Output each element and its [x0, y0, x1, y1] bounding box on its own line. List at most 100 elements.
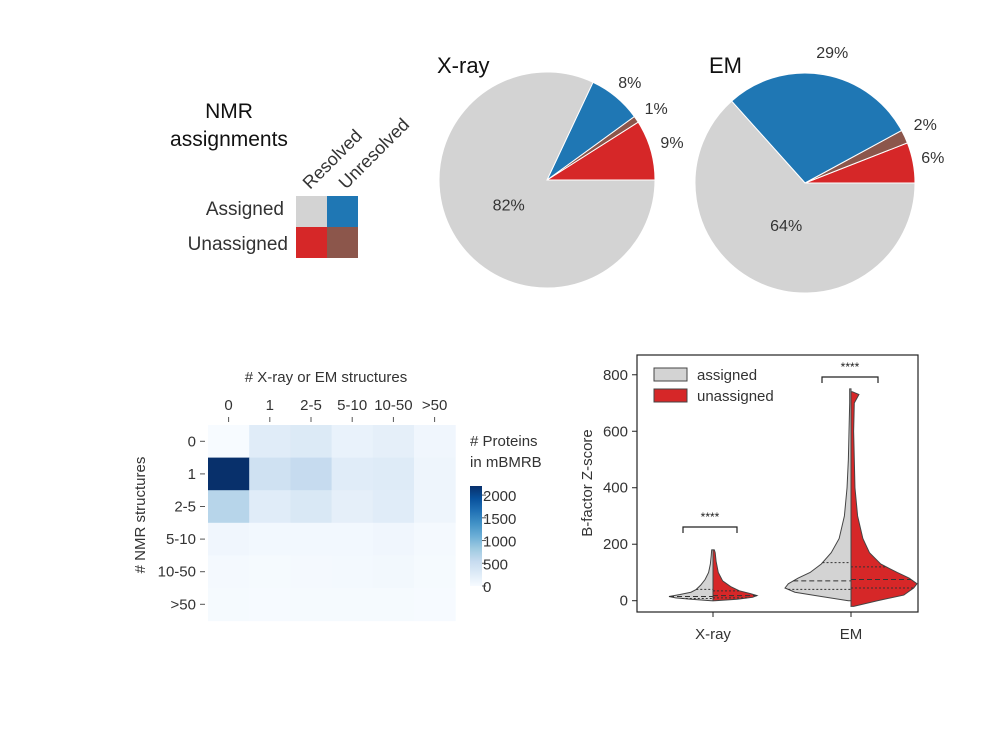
heatmap-cell	[208, 457, 250, 491]
heatmap-y-tick-label: >50	[171, 596, 196, 613]
heatmap-y-tick-label: 2-5	[174, 499, 196, 516]
violin-legend-label-unassigned: unassigned	[697, 388, 774, 405]
heatmap-cell	[208, 490, 250, 524]
heatmap-cell	[290, 425, 333, 459]
colorbar-tick-label: 1000	[483, 534, 516, 551]
heatmap-cell	[331, 555, 374, 589]
heatmap-xlabel: # X-ray or EM structures	[245, 369, 408, 386]
pie-slice-assigned-resolved	[694, 100, 916, 294]
violin-y-tick-label: 200	[603, 536, 628, 553]
colorbar-title-line2: in mBMRB	[470, 454, 542, 471]
violin-legend-swatch-assigned	[653, 367, 688, 382]
heatmap-cell	[208, 588, 250, 622]
heatmap-cell	[414, 588, 456, 622]
heatmap-cell	[249, 457, 291, 491]
legend-row-unassigned: Unassigned	[188, 234, 288, 255]
heatmap-cell	[331, 588, 374, 622]
heatmap-cell	[249, 522, 291, 556]
pie-chart-em: EM 6% 2% 29% 64%	[694, 45, 944, 294]
heatmap-cell	[331, 522, 374, 556]
heatmap-cell	[372, 490, 415, 524]
pie-title-xray: X-ray	[437, 53, 490, 78]
pie-slice-assigned-resolved	[438, 71, 656, 289]
heatmap-cell	[331, 425, 374, 459]
significance-bracket	[682, 526, 738, 533]
heatmap-cell	[414, 555, 456, 589]
heatmap-x-tick-label: >50	[422, 397, 447, 414]
violin-ylabel: B-factor Z-score	[579, 429, 596, 537]
heatmap-cell	[290, 522, 333, 556]
violin-y-tick-label: 600	[603, 423, 628, 440]
heatmap-cell	[414, 490, 456, 524]
significance-bracket	[821, 376, 879, 383]
assignment-legend: NMR assignments Resolved Unresolved Assi…	[170, 100, 413, 258]
violin-x-tick-label: EM	[840, 626, 863, 643]
colorbar-title-line1: # Proteins	[470, 433, 538, 450]
heatmap-x-tick-label: 10-50	[374, 397, 412, 414]
significance-label: ****	[841, 360, 860, 374]
violin-half-assigned	[668, 549, 714, 602]
pie-label-unassigned-resolved: 6%	[921, 150, 944, 167]
heatmap-y-tick-label: 10-50	[158, 564, 196, 581]
heatmap-x-tick-label: 5-10	[337, 397, 367, 414]
violin-y-tick-label: 0	[620, 593, 628, 610]
colorbar	[470, 486, 482, 586]
swatch-assigned-unresolved	[327, 196, 358, 227]
heatmap-cell	[372, 588, 415, 622]
violin-half-unassigned	[712, 549, 759, 602]
violin-plot-frame	[636, 354, 919, 613]
pie-label-unassigned-unresolved: 1%	[645, 101, 668, 118]
heatmap-cell	[208, 425, 250, 459]
pie-label-assigned-unresolved: 29%	[816, 45, 848, 62]
colorbar-tick-label: 0	[483, 579, 491, 596]
violin-legend-label-assigned: assigned	[697, 367, 757, 384]
heatmap-cell	[372, 425, 415, 459]
heatmap-y-tick-label: 5-10	[166, 531, 196, 548]
violin-half-unassigned	[850, 391, 918, 607]
pie-label-assigned-unresolved: 8%	[618, 75, 641, 92]
heatmap-x-tick-label: 0	[224, 397, 232, 414]
heatmap-cell	[249, 588, 291, 622]
heatmap-y-tick-label: 1	[188, 466, 196, 483]
swatch-assigned-resolved	[296, 196, 327, 227]
significance-label: ****	[701, 510, 720, 524]
colorbar-tick-label: 500	[483, 556, 508, 573]
pie-label-assigned-resolved: 64%	[770, 218, 802, 235]
violin-y-tick-label: 400	[603, 480, 628, 497]
heatmap-cell	[208, 522, 250, 556]
heatmap-chart: # X-ray or EM structures # NMR structure…	[132, 369, 542, 622]
heatmap-ylabel: # NMR structures	[132, 457, 149, 574]
pie-label-unassigned-unresolved: 2%	[914, 117, 937, 134]
pie-label-unassigned-resolved: 9%	[660, 135, 683, 152]
heatmap-cell	[372, 522, 415, 556]
heatmap-cell	[331, 457, 374, 491]
swatch-unassigned-resolved	[296, 227, 327, 258]
violin-chart: B-factor Z-score 0 200 400 600 800 X-ray EM ***…	[579, 354, 919, 643]
heatmap-cell	[372, 457, 415, 491]
heatmap-cell	[331, 490, 374, 524]
colorbar-tick-label: 1500	[483, 511, 516, 528]
heatmap-cell	[249, 425, 291, 459]
pie-title-em: EM	[709, 53, 742, 78]
colorbar-tick-label: 2000	[483, 488, 516, 505]
heatmap-cell	[290, 490, 333, 524]
violin-y-tick-label: 800	[603, 367, 628, 384]
violin-legend-swatch-unassigned	[653, 388, 688, 403]
pie-slice-assigned-unresolved	[730, 72, 903, 184]
heatmap-cell	[208, 555, 250, 589]
pie-chart-xray: X-ray 9% 1%8% 82%	[437, 53, 684, 289]
heatmap-cell	[372, 555, 415, 589]
legend-row-assigned: Assigned	[206, 199, 284, 220]
heatmap-cell	[249, 490, 291, 524]
heatmap-cell	[249, 555, 291, 589]
legend-title-line1: NMR	[205, 100, 253, 123]
violin-half-assigned	[784, 388, 852, 602]
heatmap-cell	[290, 457, 333, 491]
swatch-unassigned-unresolved	[327, 227, 358, 258]
heatmap-x-tick-label: 1	[266, 397, 274, 414]
heatmap-cell	[290, 555, 333, 589]
pie-label-assigned-resolved: 82%	[493, 197, 525, 214]
heatmap-cell	[414, 457, 456, 491]
legend-title-line2: assignments	[170, 128, 288, 151]
